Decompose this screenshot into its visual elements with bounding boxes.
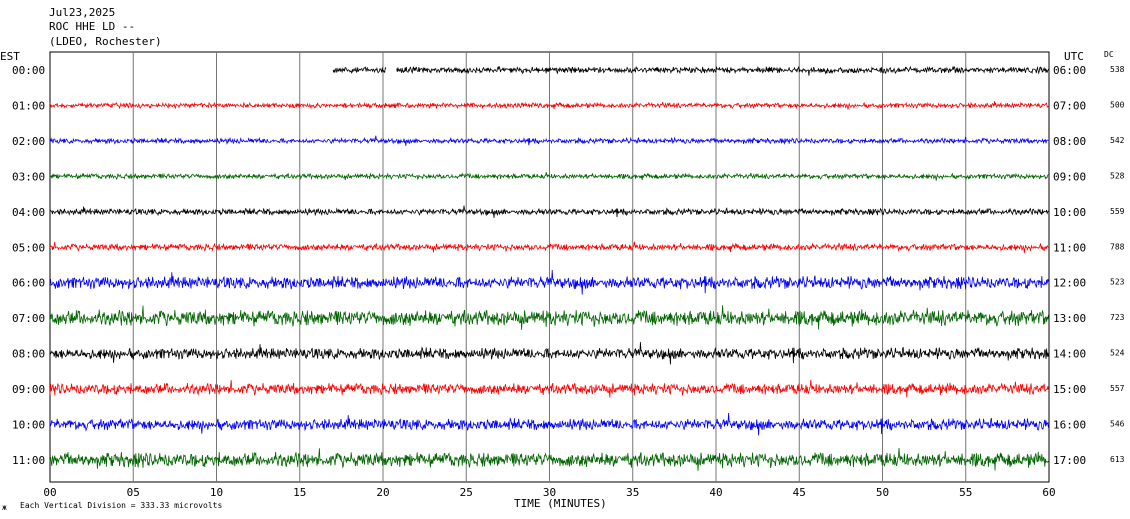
est-row-label: 07:00: [12, 312, 45, 325]
footer-mark: ж: [2, 503, 7, 512]
trace-line: [49, 241, 1049, 253]
utc-row-label: 11:00: [1053, 241, 1086, 254]
est-row-label: 04:00: [12, 206, 45, 219]
est-row-label: 08:00: [12, 348, 45, 361]
x-tick-label: 60: [1042, 486, 1055, 499]
utc-row-label: 13:00: [1053, 312, 1086, 325]
dc-value: 723: [1110, 313, 1125, 322]
est-row-label: 06:00: [12, 277, 45, 290]
utc-row-label: 14:00: [1053, 348, 1086, 361]
x-tick-label: 20: [376, 486, 389, 499]
x-tick-label: 05: [127, 486, 140, 499]
x-tick-label: 25: [460, 486, 473, 499]
est-axis-title: EST: [0, 50, 20, 63]
trace-group: [49, 65, 1050, 471]
dc-value: 788: [1110, 242, 1125, 251]
utc-row-label: 07:00: [1053, 99, 1086, 112]
utc-row-label: 09:00: [1053, 170, 1086, 183]
x-tick-label: 45: [793, 486, 806, 499]
x-tick-label: 50: [876, 486, 889, 499]
utc-row-label: 16:00: [1053, 419, 1086, 432]
footer-scale-note: Each Vertical Division = 333.33 microvol…: [20, 501, 222, 510]
trace-line: [49, 101, 1049, 110]
dc-value: 542: [1110, 136, 1125, 145]
minute-grid: [132, 52, 967, 482]
utc-row-label: 17:00: [1053, 454, 1086, 467]
row-labels: 00:00 06:00 538 01:00 07:00 500 02:00 08:00 542 0…: [12, 64, 1125, 467]
x-axis-title: TIME (MINUTES): [514, 497, 607, 510]
est-row-label: 00:00: [12, 64, 45, 77]
trace-line: [49, 269, 1049, 295]
x-tick-label: 55: [959, 486, 972, 499]
trace-line: [49, 447, 1049, 471]
utc-row-label: 15:00: [1053, 383, 1086, 396]
x-axis-ticks: 00 05 10 15 20 25 30 35 40 45 50 55 60: [43, 486, 1055, 499]
trace-line: [49, 135, 1049, 146]
header-station: ROC HHE LD --: [49, 20, 135, 33]
est-row-label: 02:00: [12, 135, 45, 148]
trace-line: [49, 342, 1049, 365]
trace-line: [332, 65, 1050, 76]
dc-value: 500: [1110, 100, 1125, 109]
utc-axis-title: UTC: [1064, 50, 1084, 63]
est-row-label: 10:00: [12, 419, 45, 432]
est-row-label: 01:00: [12, 99, 45, 112]
x-tick-label: 35: [626, 486, 639, 499]
utc-row-label: 12:00: [1053, 277, 1086, 290]
dc-value: 546: [1110, 420, 1125, 429]
x-tick-label: 40: [709, 486, 722, 499]
x-tick-label: 10: [210, 486, 223, 499]
dc-value: 559: [1110, 207, 1125, 216]
est-row-label: 11:00: [12, 454, 45, 467]
trace-line: [49, 205, 1049, 218]
x-tick-label: 30: [543, 486, 556, 499]
dc-value: 528: [1110, 171, 1125, 180]
header-date: Jul23,2025: [49, 6, 115, 19]
dc-value: 557: [1110, 384, 1125, 393]
trace-line: [49, 305, 1049, 330]
header-network: (LDEO, Rochester): [49, 35, 162, 48]
est-row-label: 09:00: [12, 383, 45, 396]
utc-row-label: 08:00: [1053, 135, 1086, 148]
dc-value: 524: [1110, 349, 1125, 358]
trace-line: [49, 379, 1049, 398]
dc-value: 613: [1110, 455, 1125, 464]
trace-line: [49, 172, 1049, 181]
x-tick-label: 00: [43, 486, 56, 499]
dc-value: 523: [1110, 278, 1125, 287]
dc-title: DC: [1104, 50, 1114, 59]
est-row-label: 05:00: [12, 241, 45, 254]
utc-row-label: 10:00: [1053, 206, 1086, 219]
dc-value: 538: [1110, 65, 1125, 74]
x-tick-label: 15: [293, 486, 306, 499]
est-row-label: 03:00: [12, 170, 45, 183]
utc-row-label: 06:00: [1053, 64, 1086, 77]
trace-line: [49, 412, 1049, 436]
